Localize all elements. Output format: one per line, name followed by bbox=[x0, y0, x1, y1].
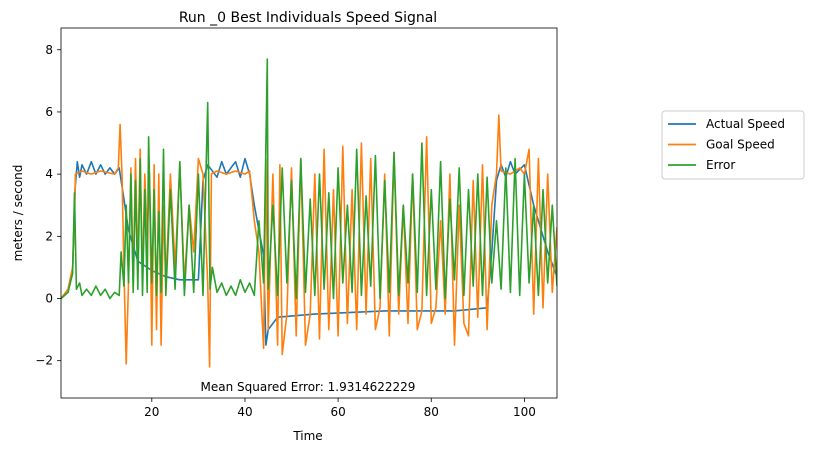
legend: Actual Speed Goal Speed Error bbox=[661, 110, 805, 180]
y-tick-label: 2 bbox=[45, 229, 53, 243]
legend-label: Actual Speed bbox=[706, 117, 785, 131]
x-axis: 20 40 60 80 100 bbox=[144, 398, 536, 419]
y-tick-label: 8 bbox=[45, 43, 53, 57]
y-tick-label: −2 bbox=[35, 354, 53, 368]
y-tick-label: 6 bbox=[45, 105, 53, 119]
legend-label: Goal Speed bbox=[706, 138, 775, 152]
mse-annotation: Mean Squared Error: 1.9314622229 bbox=[201, 380, 416, 394]
x-tick-label: 40 bbox=[237, 405, 252, 419]
chart-title: Run _0 Best Individuals Speed Signal bbox=[179, 10, 437, 26]
y-axis-label: meters / second bbox=[11, 165, 25, 262]
series-line-actual-speed bbox=[61, 157, 557, 346]
series-line-error bbox=[61, 58, 557, 300]
y-tick-label: 4 bbox=[45, 167, 53, 181]
legend-frame bbox=[661, 110, 805, 180]
plot-frame bbox=[60, 27, 558, 399]
series-layer bbox=[61, 58, 557, 368]
x-tick-label: 100 bbox=[513, 405, 536, 419]
legend-label: Error bbox=[706, 158, 735, 172]
x-tick-label: 20 bbox=[144, 405, 159, 419]
x-tick-label: 80 bbox=[424, 405, 439, 419]
x-axis-label: Time bbox=[292, 429, 322, 443]
y-axis: −2 0 2 4 6 8 bbox=[35, 43, 61, 368]
y-tick-label: 0 bbox=[45, 292, 53, 306]
x-tick-label: 60 bbox=[330, 405, 345, 419]
series-line-goal-speed bbox=[61, 114, 557, 368]
